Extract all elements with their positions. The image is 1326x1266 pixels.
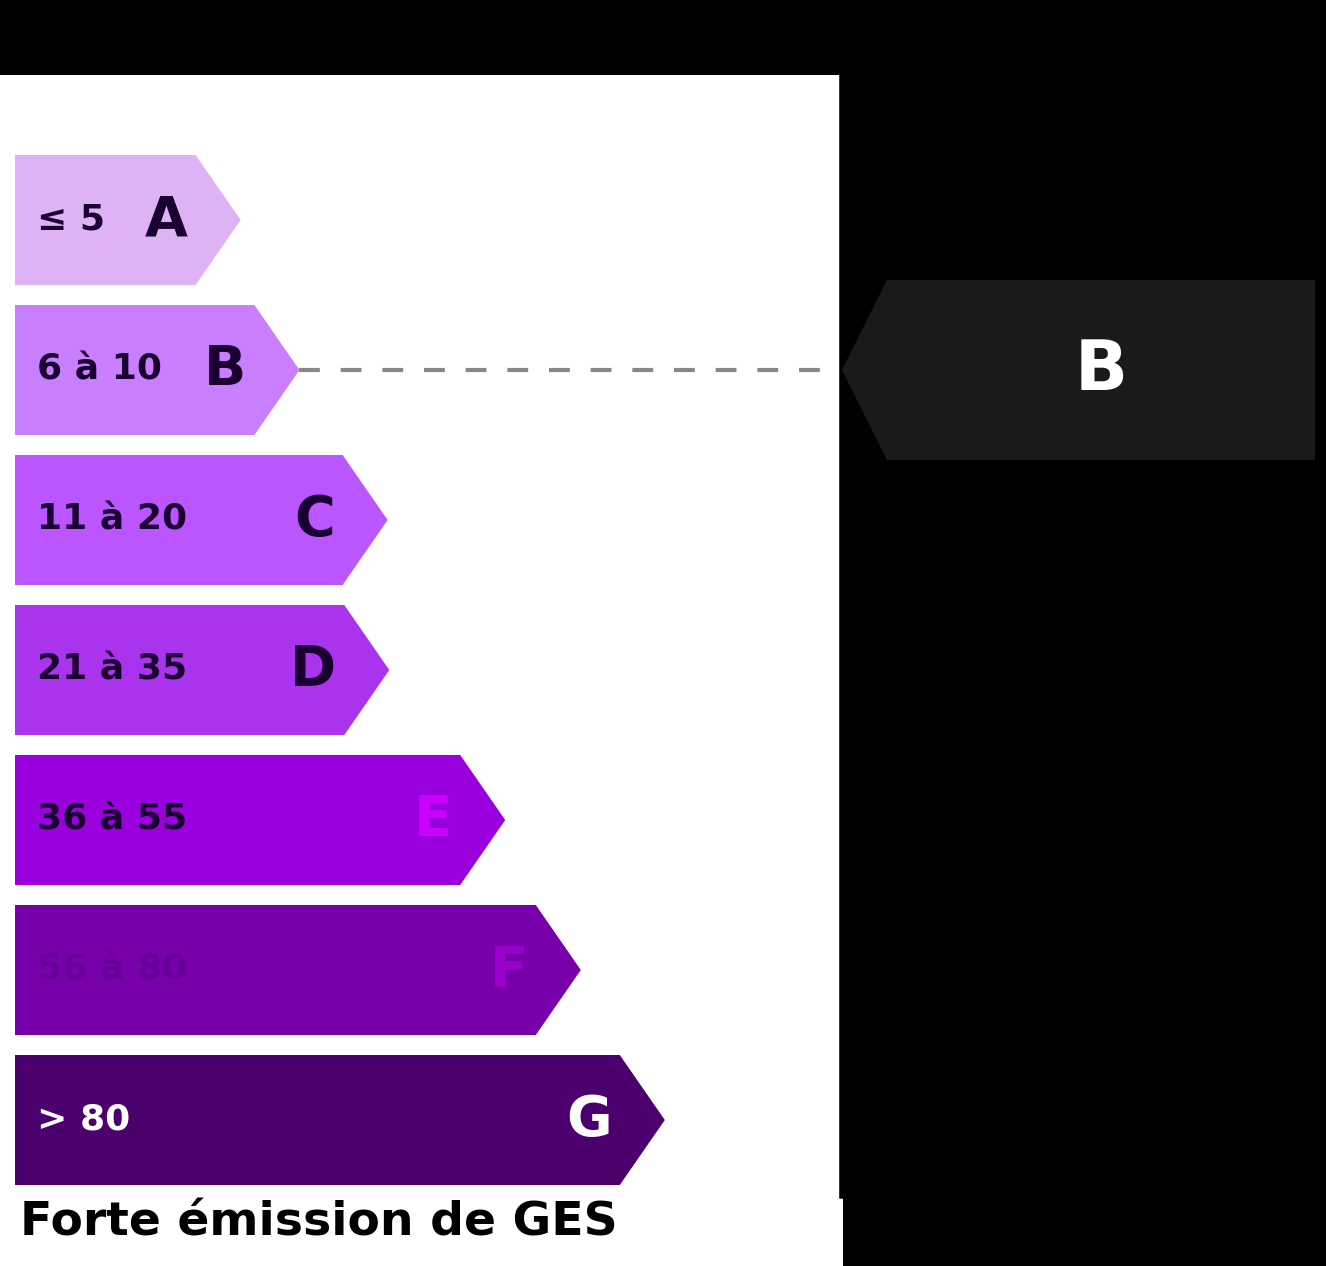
Text: E: E bbox=[414, 793, 452, 847]
Text: F: F bbox=[489, 943, 528, 998]
Text: A: A bbox=[145, 192, 187, 247]
Text: 36 à 55: 36 à 55 bbox=[37, 803, 187, 837]
Text: 56 à 80: 56 à 80 bbox=[37, 953, 187, 987]
Text: Logement: Logement bbox=[863, 15, 1128, 60]
Text: G: G bbox=[566, 1093, 611, 1147]
Text: 6 à 10: 6 à 10 bbox=[37, 353, 162, 387]
Polygon shape bbox=[842, 280, 1315, 460]
Text: D: D bbox=[290, 643, 337, 698]
Polygon shape bbox=[15, 1055, 664, 1185]
Text: 21 à 35: 21 à 35 bbox=[37, 653, 187, 687]
Polygon shape bbox=[15, 905, 581, 1036]
Polygon shape bbox=[15, 305, 300, 436]
Bar bbox=[843, 0, 1326, 1266]
Text: Forte émission de GES: Forte émission de GES bbox=[20, 1201, 618, 1246]
Polygon shape bbox=[15, 154, 240, 285]
Polygon shape bbox=[15, 454, 387, 585]
Polygon shape bbox=[15, 605, 390, 736]
Text: B: B bbox=[204, 343, 247, 398]
Text: > 80: > 80 bbox=[37, 1103, 130, 1137]
Polygon shape bbox=[15, 755, 505, 885]
Bar bbox=[0, 0, 1326, 75]
Text: B: B bbox=[1074, 337, 1127, 404]
Text: C: C bbox=[294, 492, 334, 547]
Text: Faible émission de GES: Faible émission de GES bbox=[20, 15, 636, 60]
Text: ≤ 5: ≤ 5 bbox=[37, 203, 105, 237]
Text: 11 à 20: 11 à 20 bbox=[37, 503, 187, 537]
